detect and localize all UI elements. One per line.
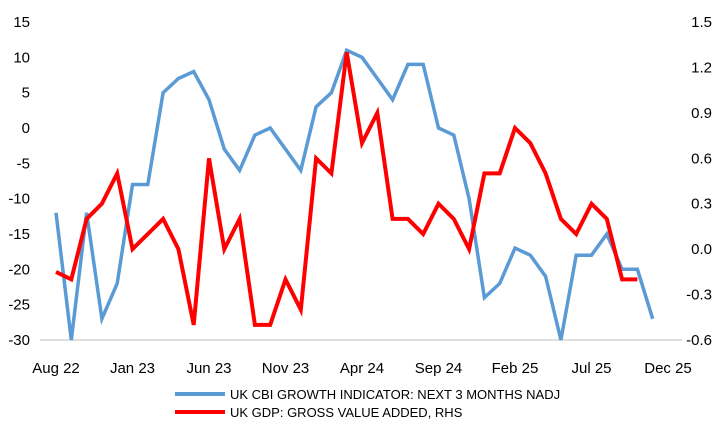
left-tick-label: -5 bbox=[17, 155, 30, 172]
x-tick-label: Dec 25 bbox=[644, 360, 692, 377]
series-lines bbox=[54, 47, 655, 341]
legend: UK CBI GROWTH INDICATOR: NEXT 3 MONTHS N… bbox=[175, 387, 560, 420]
x-tick-label: Jul 25 bbox=[571, 360, 611, 377]
left-tick-label: -20 bbox=[8, 261, 30, 278]
left-tick-label: -10 bbox=[8, 191, 30, 208]
legend-label-gdp: UK GDP: GROSS VALUE ADDED, RHS bbox=[230, 405, 463, 420]
x-tick-label: Feb 25 bbox=[492, 360, 539, 377]
left-tick-label: 15 bbox=[13, 14, 30, 31]
left-tick-label: -25 bbox=[8, 297, 30, 314]
right-tick-label: -0.6 bbox=[686, 332, 712, 349]
series-line-gdp bbox=[55, 51, 638, 327]
right-axis-ticks: 1.5 1.2 0.9 0.6 0.3 0.0 -0.3 -0.6 bbox=[686, 14, 712, 349]
right-tick-label: 1.5 bbox=[691, 14, 712, 31]
x-tick-label: Sep 24 bbox=[415, 360, 463, 377]
x-tick-label: Jan 23 bbox=[110, 360, 155, 377]
left-tick-label: 0 bbox=[22, 120, 30, 137]
legend-label-cbi: UK CBI GROWTH INDICATOR: NEXT 3 MONTHS N… bbox=[230, 387, 560, 402]
x-tick-label: Jun 23 bbox=[186, 360, 231, 377]
x-tick-label: Apr 24 bbox=[340, 360, 384, 377]
left-axis-ticks: 15 10 5 0 -5 -10 -15 -20 -25 -30 bbox=[8, 14, 30, 349]
series-line-cbi bbox=[54, 47, 655, 341]
right-tick-label: -0.3 bbox=[686, 287, 712, 304]
right-tick-label: 0.6 bbox=[691, 150, 712, 167]
left-tick-label: 5 bbox=[22, 85, 30, 102]
left-tick-label: -30 bbox=[8, 332, 30, 349]
left-tick-label: 10 bbox=[13, 49, 30, 66]
right-tick-label: 0.0 bbox=[691, 241, 712, 258]
x-tick-label: Nov 23 bbox=[262, 360, 310, 377]
right-tick-label: 0.9 bbox=[691, 105, 712, 122]
left-tick-label: -15 bbox=[8, 226, 30, 243]
x-axis-ticks: Aug 22 Jan 23 Jun 23 Nov 23 Apr 24 Sep 24 Feb … bbox=[32, 360, 692, 377]
right-tick-label: 1.2 bbox=[691, 59, 712, 76]
right-tick-label: 0.3 bbox=[691, 196, 712, 213]
x-tick-label: Aug 22 bbox=[32, 360, 80, 377]
